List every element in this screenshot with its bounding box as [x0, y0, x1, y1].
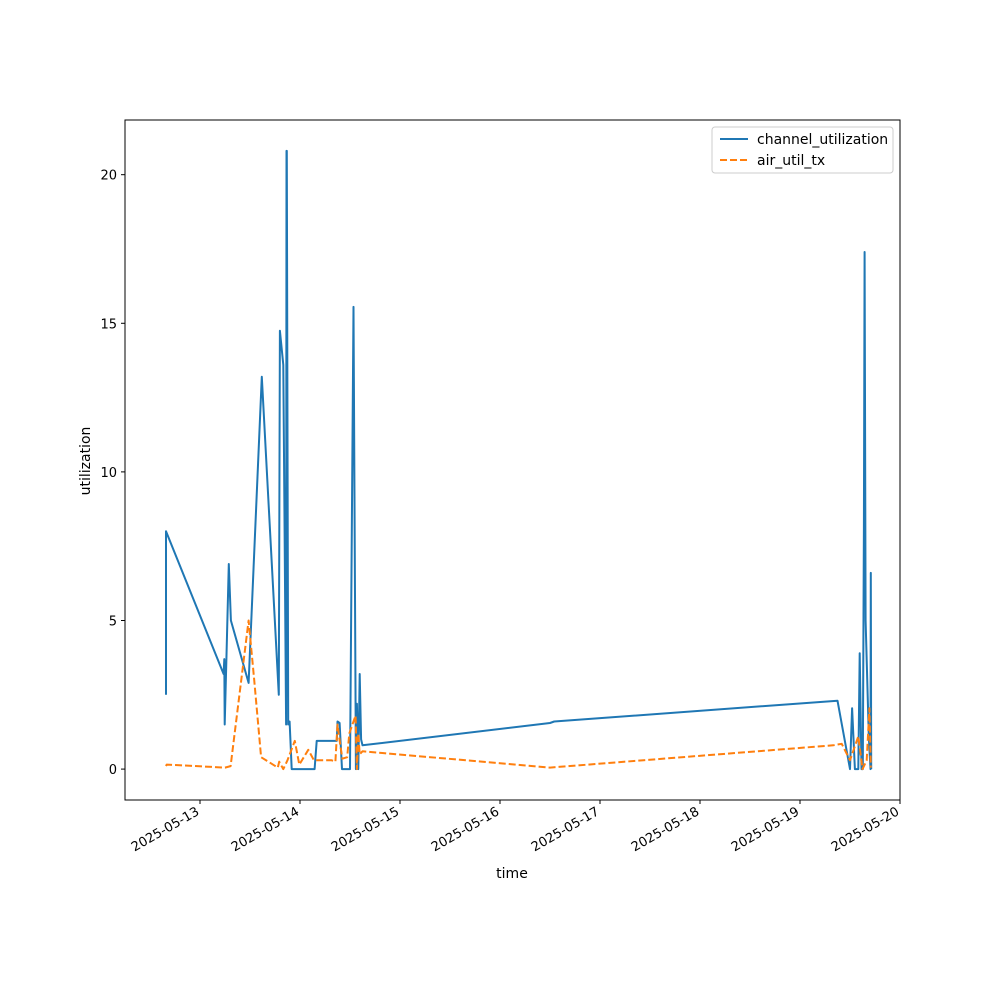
legend-label-channel-utilization: channel_utilization	[757, 132, 888, 148]
y-tick-label: 5	[109, 614, 117, 629]
legend-label-air-util-tx: air_util_tx	[757, 153, 825, 169]
y-tick-label: 10	[100, 466, 117, 481]
y-tick-label: 0	[109, 763, 117, 778]
series-line-channel-utilization	[165, 149, 873, 771]
y-axis: 0 5 10 15 20	[100, 169, 125, 778]
x-axis-label: time	[496, 866, 528, 882]
plot-area	[165, 149, 873, 771]
y-axis-label: utilization	[78, 427, 94, 496]
series-line-air-util-tx	[165, 619, 872, 771]
legend: channel_utilization air_util_tx	[711, 126, 894, 174]
legend-box	[711, 126, 894, 174]
y-tick-label: 20	[100, 169, 117, 184]
axes-frame	[124, 119, 901, 801]
y-tick-label: 15	[100, 317, 117, 332]
